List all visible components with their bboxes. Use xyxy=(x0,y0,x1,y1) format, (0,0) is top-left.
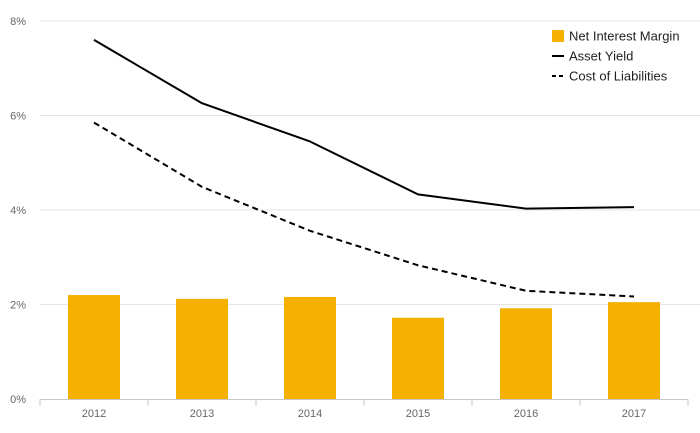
legend-item: Cost of Liabilities xyxy=(552,69,668,84)
line-layer xyxy=(93,39,635,298)
y-tick-label: 0% xyxy=(10,394,26,406)
bar-layer xyxy=(68,295,660,399)
legend-label: Asset Yield xyxy=(569,49,633,64)
x-tick-label: 2012 xyxy=(82,408,106,420)
y-tick-label: 6% xyxy=(10,111,26,123)
y-tick-label: 4% xyxy=(10,205,26,217)
legend-item: Net Interest Margin xyxy=(552,29,680,44)
bar-net-interest-margin xyxy=(68,295,120,399)
x-tick-label: 2015 xyxy=(406,408,430,420)
legend-label: Cost of Liabilities xyxy=(569,69,668,84)
label-layer: 0% 2% 4% 6% 8% 2012 2013 2014 2015 2016 2017 xyxy=(10,16,646,420)
legend-swatch-bar xyxy=(552,30,564,42)
axis-layer xyxy=(39,399,689,406)
bar-net-interest-margin xyxy=(608,302,660,399)
y-tick-label: 8% xyxy=(10,16,26,28)
line-asset-yield xyxy=(93,39,635,210)
bar-net-interest-margin xyxy=(176,298,228,399)
x-tick-label: 2017 xyxy=(622,408,646,420)
x-tick-label: 2014 xyxy=(298,408,322,420)
line-cost-of-liabilities xyxy=(93,121,635,298)
x-tick-label: 2016 xyxy=(514,408,538,420)
bar-net-interest-margin xyxy=(500,308,552,399)
bar-net-interest-margin xyxy=(392,317,444,399)
y-tick-label: 2% xyxy=(10,300,26,312)
bar-net-interest-margin xyxy=(284,296,336,399)
legend: Net Interest Margin Asset Yield Cost of Li… xyxy=(552,29,680,84)
grid-layer xyxy=(40,20,700,305)
legend-label: Net Interest Margin xyxy=(569,29,680,44)
x-tick-label: 2013 xyxy=(190,408,214,420)
legend-item: Asset Yield xyxy=(552,49,633,64)
